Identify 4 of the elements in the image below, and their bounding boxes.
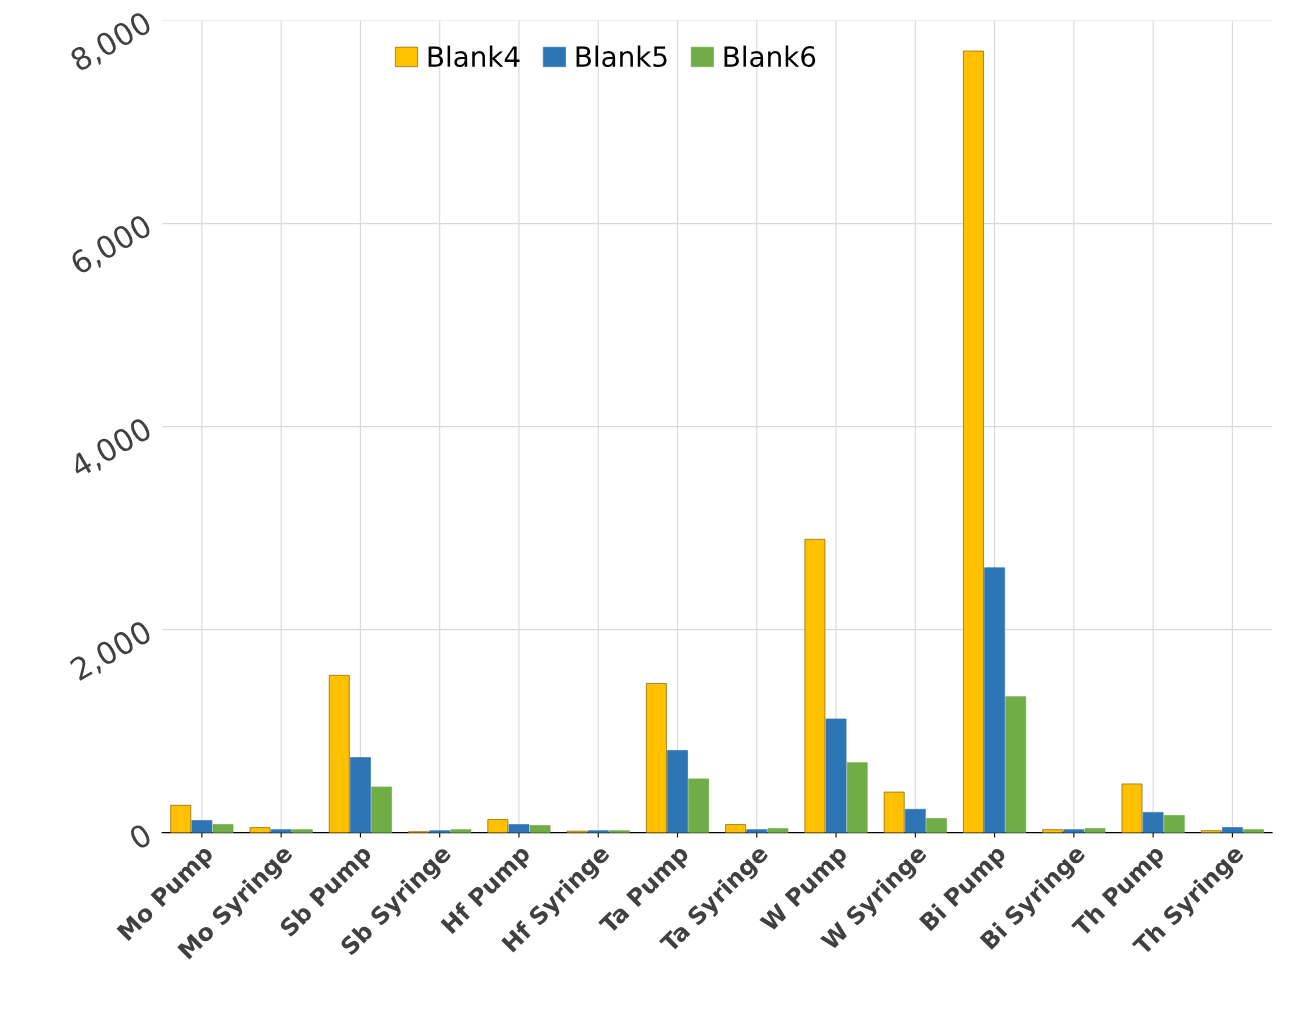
y-tick-label: 0 [127, 822, 153, 851]
legend-label: Blank5 [576, 45, 667, 68]
legend-label: Blank6 [724, 45, 816, 68]
legend-label: Blank4 [428, 45, 520, 68]
